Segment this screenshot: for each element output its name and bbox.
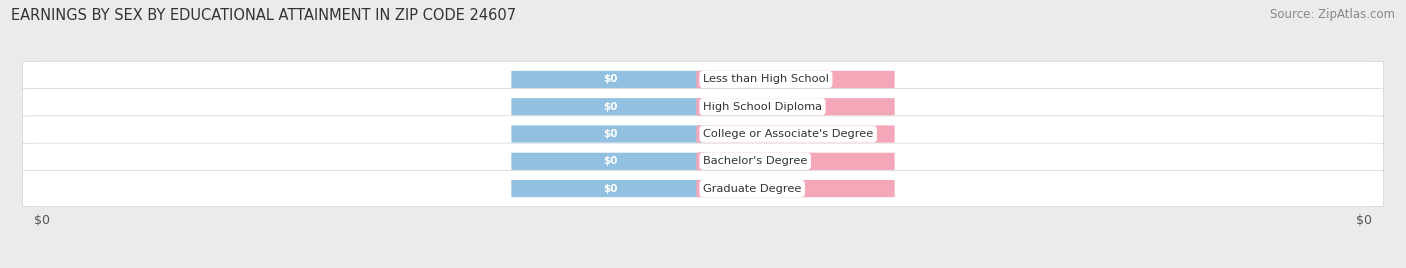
Text: $0: $0 xyxy=(603,156,617,166)
Text: $0: $0 xyxy=(789,102,803,112)
Text: $0: $0 xyxy=(603,129,617,139)
FancyBboxPatch shape xyxy=(22,143,1384,180)
Text: Graduate Degree: Graduate Degree xyxy=(703,184,801,193)
FancyBboxPatch shape xyxy=(22,88,1384,125)
Text: EARNINGS BY SEX BY EDUCATIONAL ATTAINMENT IN ZIP CODE 24607: EARNINGS BY SEX BY EDUCATIONAL ATTAINMEN… xyxy=(11,8,516,23)
FancyBboxPatch shape xyxy=(696,180,894,197)
Text: $0: $0 xyxy=(789,75,803,84)
Text: $0: $0 xyxy=(789,184,803,193)
Text: $0: $0 xyxy=(603,184,617,193)
Text: Source: ZipAtlas.com: Source: ZipAtlas.com xyxy=(1270,8,1395,21)
FancyBboxPatch shape xyxy=(696,125,894,143)
FancyBboxPatch shape xyxy=(512,180,710,197)
FancyBboxPatch shape xyxy=(512,98,710,115)
Text: $0: $0 xyxy=(603,102,617,112)
FancyBboxPatch shape xyxy=(22,116,1384,152)
FancyBboxPatch shape xyxy=(512,153,710,170)
Text: Bachelor's Degree: Bachelor's Degree xyxy=(703,156,807,166)
FancyBboxPatch shape xyxy=(22,170,1384,207)
FancyBboxPatch shape xyxy=(696,153,894,170)
FancyBboxPatch shape xyxy=(22,61,1384,98)
Text: $0: $0 xyxy=(789,156,803,166)
FancyBboxPatch shape xyxy=(696,98,894,115)
Text: High School Diploma: High School Diploma xyxy=(703,102,823,112)
Text: Less than High School: Less than High School xyxy=(703,75,830,84)
FancyBboxPatch shape xyxy=(512,125,710,143)
FancyBboxPatch shape xyxy=(512,71,710,88)
Text: $0: $0 xyxy=(603,75,617,84)
Text: College or Associate's Degree: College or Associate's Degree xyxy=(703,129,873,139)
Text: $0: $0 xyxy=(789,129,803,139)
FancyBboxPatch shape xyxy=(696,71,894,88)
